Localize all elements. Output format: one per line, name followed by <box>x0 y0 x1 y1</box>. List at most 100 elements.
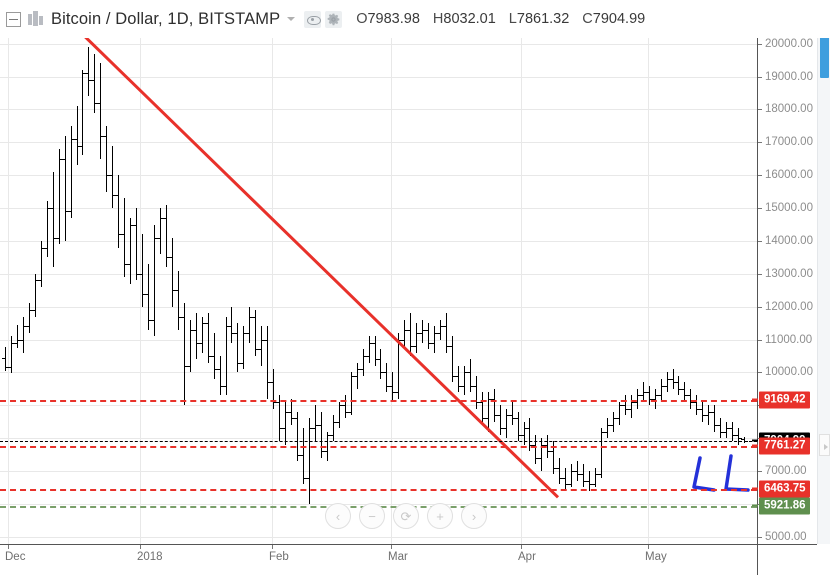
chart-header: Bitcoin / Dollar, 1D, BITSTAMP O7983.98 … <box>0 0 830 38</box>
price-level-line[interactable] <box>0 446 757 448</box>
descending-trendline[interactable] <box>70 24 560 499</box>
ohlc-close-tick <box>482 418 486 420</box>
ohlc-bar <box>534 434 536 465</box>
ohlc-bar <box>195 313 197 360</box>
ohlc-open-tick <box>126 263 130 265</box>
reset-chart-button[interactable]: ⟳ <box>393 503 419 529</box>
ohlc-bar <box>350 372 352 416</box>
ohlc-open-tick <box>686 395 690 397</box>
scrollbar-thumb[interactable] <box>820 26 829 78</box>
price-axis-tick <box>758 372 762 374</box>
ohlc-open-tick <box>674 382 678 384</box>
ohlc-open-tick <box>460 385 464 387</box>
price-axis[interactable]: 5000.006000.007000.008000.009000.0010000… <box>752 24 817 544</box>
grid-line-horizontal <box>0 339 757 341</box>
ohlc-open-tick <box>7 366 11 368</box>
ohlc-open-tick <box>591 484 595 486</box>
symbol-title[interactable]: Bitcoin / Dollar, 1D, BITSTAMP <box>51 9 281 28</box>
eye-icon[interactable] <box>304 10 322 28</box>
ohlc-open-tick <box>651 398 655 400</box>
ohlc-bar <box>517 411 519 442</box>
ohlc-close-tick <box>488 398 492 400</box>
ohlc-open-tick <box>376 359 380 361</box>
scroll-right-button[interactable]: › <box>461 503 487 529</box>
ohlc-close-tick <box>17 339 21 341</box>
ohlc-bar <box>111 145 113 209</box>
ohlc-close-tick <box>279 428 283 430</box>
ohlc-close-tick <box>625 408 629 410</box>
ohlc-bar <box>46 201 48 258</box>
ohlc-open-tick <box>520 434 524 436</box>
ohlc-close-tick <box>5 366 9 368</box>
ohlc-open-tick <box>728 428 732 430</box>
ohlc-close-tick <box>47 208 51 210</box>
ohlc-open-tick <box>692 402 696 403</box>
ohlc-bar <box>695 395 697 416</box>
ohlc-bar <box>409 313 411 356</box>
ohlc-open-tick <box>55 237 59 239</box>
ohlc-open-tick <box>365 355 369 357</box>
ohlc-bar <box>606 418 608 439</box>
price-axis-tick <box>758 471 762 473</box>
ohlc-close-tick <box>392 392 396 394</box>
gear-icon[interactable] <box>325 10 343 28</box>
ohlc-close-tick <box>684 395 688 397</box>
ohlc-open-tick <box>382 372 386 374</box>
ohlc-bar <box>225 316 227 396</box>
vertical-scrollbar[interactable] <box>817 24 830 544</box>
time-axis-tick <box>391 545 392 549</box>
chevron-down-icon[interactable] <box>287 17 296 21</box>
ohlc-open-tick <box>430 342 434 344</box>
collapse-box-icon[interactable] <box>6 11 21 27</box>
ohlc-close-tick <box>53 237 57 239</box>
ohlc-bar <box>183 303 185 406</box>
ohlc-open-tick <box>245 332 249 334</box>
ohlc-bar <box>260 326 262 366</box>
ohlc-bar <box>463 365 465 396</box>
scrollbar-grip-icon[interactable] <box>819 434 830 456</box>
ohlc-open-tick <box>722 431 726 433</box>
price-level-line[interactable] <box>0 441 757 443</box>
ohlc-bar <box>165 204 167 268</box>
ohlc-open-tick <box>216 369 220 371</box>
price-axis-tick <box>758 43 762 45</box>
ohlc-bar <box>528 418 530 452</box>
ohlc-open-tick <box>281 428 285 430</box>
ohlc-close-tick <box>637 395 641 397</box>
ohlc-bar <box>22 316 24 353</box>
grid-line-horizontal <box>0 43 757 45</box>
chart-plot-area[interactable] <box>0 24 757 544</box>
ohlc-bar <box>493 388 495 422</box>
price-level-line[interactable] <box>0 399 757 402</box>
lower-support-badge[interactable]: 6463.75 <box>752 480 810 498</box>
ohlc-open-tick <box>496 415 500 417</box>
ohlc-open-tick <box>412 346 416 348</box>
zoom-in-button[interactable]: + <box>427 503 453 529</box>
handdrawn-ll-marks[interactable] <box>692 454 750 492</box>
grid-line-vertical <box>391 24 392 544</box>
ohlc-bar <box>439 319 441 340</box>
ohlc-close-tick <box>148 319 152 321</box>
bar-series-icon[interactable] <box>28 11 43 27</box>
ohlc-open-tick <box>180 316 184 318</box>
ohlc-open-tick <box>43 247 47 249</box>
ohlc-open-tick <box>263 339 267 341</box>
resistance-level-badge[interactable]: 9169.42 <box>752 391 810 409</box>
ohlc-bar <box>105 125 107 192</box>
ohlc-close-tick <box>428 342 432 344</box>
ohlc-bar <box>290 398 292 425</box>
ohlc-close-tick <box>410 346 414 348</box>
green-level-badge[interactable]: 5921.86 <box>752 497 810 515</box>
zoom-out-button[interactable]: − <box>359 503 385 529</box>
ohlc-close-tick <box>643 392 647 394</box>
time-axis[interactable]: Dec 2018 Feb Mar Apr May <box>0 544 757 575</box>
support-level-badge[interactable]: 7761.27 <box>752 437 810 455</box>
scroll-left-button[interactable]: ‹ <box>325 503 351 529</box>
grid-line-horizontal <box>0 405 757 407</box>
ohlc-open-tick <box>406 329 410 331</box>
price-level-line[interactable] <box>0 488 757 491</box>
ohlc-open-tick <box>716 425 720 426</box>
ohlc-open-tick <box>639 395 643 397</box>
ohlc-close-tick <box>196 342 200 344</box>
ohlc-close-tick <box>559 477 563 479</box>
